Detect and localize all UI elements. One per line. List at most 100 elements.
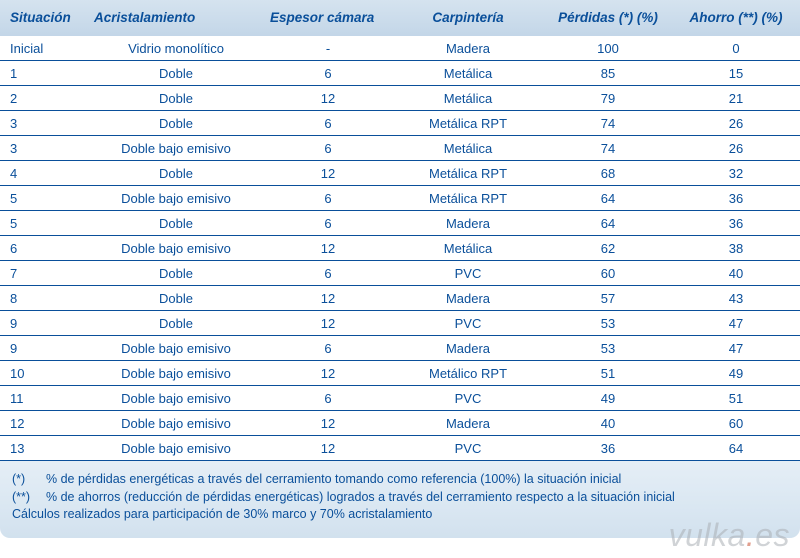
table-cell: 49 <box>544 386 672 411</box>
table-cell: Madera <box>392 36 544 61</box>
table-cell: Doble <box>88 111 264 136</box>
table-row: 9Doble12PVC5347 <box>0 311 800 336</box>
table-cell: Doble bajo emisivo <box>88 236 264 261</box>
table-row: 3Doble bajo emisivo6Metálica7426 <box>0 136 800 161</box>
table-cell: 38 <box>672 236 800 261</box>
table-cell: 64 <box>544 211 672 236</box>
table-cell: Doble bajo emisivo <box>88 336 264 361</box>
table-cell: Madera <box>392 211 544 236</box>
table-cell: 51 <box>672 386 800 411</box>
table-cell: Doble <box>88 211 264 236</box>
table-cell: PVC <box>392 386 544 411</box>
table-cell: 12 <box>264 311 392 336</box>
table-cell: 6 <box>0 236 88 261</box>
table-cell: 51 <box>544 361 672 386</box>
table-row: InicialVidrio monolítico-Madera1000 <box>0 36 800 61</box>
table-cell: Inicial <box>0 36 88 61</box>
table-cell: Doble bajo emisivo <box>88 361 264 386</box>
table-cell: 40 <box>672 261 800 286</box>
table-cell: 36 <box>672 211 800 236</box>
table-cell: 64 <box>544 186 672 211</box>
table-cell: 47 <box>672 336 800 361</box>
table-cell: Doble <box>88 311 264 336</box>
table-cell: 26 <box>672 136 800 161</box>
table-cell: Metálica <box>392 236 544 261</box>
table-cell: 68 <box>544 161 672 186</box>
table-cell: 60 <box>544 261 672 286</box>
table-cell: PVC <box>392 311 544 336</box>
col-header-espesor: Espesor cámara <box>264 0 392 36</box>
footnotes: (*) % de pérdidas energéticas a través d… <box>0 461 800 538</box>
table-cell: 6 <box>264 61 392 86</box>
table-cell: 43 <box>672 286 800 311</box>
table-cell: 26 <box>672 111 800 136</box>
table-cell: 100 <box>544 36 672 61</box>
table-cell: 53 <box>544 311 672 336</box>
table-cell: 12 <box>264 86 392 111</box>
table-cell: Madera <box>392 336 544 361</box>
table-cell: 6 <box>264 336 392 361</box>
table-cell: 85 <box>544 61 672 86</box>
table-cell: Metálica RPT <box>392 186 544 211</box>
table-row: 6Doble bajo emisivo12Metálica6238 <box>0 236 800 261</box>
table-cell: Doble bajo emisivo <box>88 186 264 211</box>
table-cell: 12 <box>264 436 392 461</box>
footnote-2-text: % de ahorros (reducción de pérdidas ener… <box>46 489 675 507</box>
table-cell: 6 <box>264 186 392 211</box>
table-cell: Metálica <box>392 86 544 111</box>
footnote-2-mark: (**) <box>12 489 46 507</box>
table-cell: 15 <box>672 61 800 86</box>
data-table: Situación Acristalamiento Espesor cámara… <box>0 0 800 461</box>
table-cell: Doble <box>88 286 264 311</box>
table-cell: 1 <box>0 61 88 86</box>
table-row: 1Doble6Metálica8515 <box>0 61 800 86</box>
col-header-situacion: Situación <box>0 0 88 36</box>
table-cell: Vidrio monolítico <box>88 36 264 61</box>
table-cell: Madera <box>392 286 544 311</box>
table-cell: Metálica <box>392 61 544 86</box>
table-cell: Metálico RPT <box>392 361 544 386</box>
table-cell: PVC <box>392 261 544 286</box>
table-cell: 8 <box>0 286 88 311</box>
table-row: 3Doble6Metálica RPT7426 <box>0 111 800 136</box>
table-cell: 9 <box>0 336 88 361</box>
table-cell: PVC <box>392 436 544 461</box>
table-cell: Madera <box>392 411 544 436</box>
table-row: 5Doble6Madera6436 <box>0 211 800 236</box>
table-cell: 3 <box>0 136 88 161</box>
table-row: 13Doble bajo emisivo12PVC3664 <box>0 436 800 461</box>
table-header: Situación Acristalamiento Espesor cámara… <box>0 0 800 36</box>
table-cell: Doble <box>88 161 264 186</box>
table-cell: 12 <box>264 361 392 386</box>
table-cell: Doble <box>88 61 264 86</box>
table-cell: 6 <box>264 111 392 136</box>
table-cell: 12 <box>264 161 392 186</box>
table-row: 4Doble12Metálica RPT6832 <box>0 161 800 186</box>
table-row: 10Doble bajo emisivo12Metálico RPT5149 <box>0 361 800 386</box>
table-row: 7Doble6PVC6040 <box>0 261 800 286</box>
table-cell: 12 <box>264 411 392 436</box>
table-cell: 6 <box>264 261 392 286</box>
col-header-carpinteria: Carpintería <box>392 0 544 36</box>
table-cell: 6 <box>264 386 392 411</box>
table-cell: 57 <box>544 286 672 311</box>
table-cell: 9 <box>0 311 88 336</box>
footnote-3: Cálculos realizados para participación d… <box>12 506 788 524</box>
table-cell: Metálica RPT <box>392 111 544 136</box>
table-cell: Metálica RPT <box>392 161 544 186</box>
table-cell: 74 <box>544 111 672 136</box>
table-cell: Doble <box>88 261 264 286</box>
table-cell: Doble bajo emisivo <box>88 436 264 461</box>
table-cell: 36 <box>672 186 800 211</box>
table-cell: 3 <box>0 111 88 136</box>
footnote-1-text: % de pérdidas energéticas a través del c… <box>46 471 621 489</box>
table-row: 2Doble12Metálica7921 <box>0 86 800 111</box>
table-cell: Doble bajo emisivo <box>88 136 264 161</box>
table-row: 8Doble12Madera5743 <box>0 286 800 311</box>
table-cell: - <box>264 36 392 61</box>
table-cell: Doble <box>88 86 264 111</box>
table-cell: 12 <box>264 286 392 311</box>
col-header-ahorro: Ahorro (**) (%) <box>672 0 800 36</box>
table-cell: 6 <box>264 136 392 161</box>
table-cell: 0 <box>672 36 800 61</box>
